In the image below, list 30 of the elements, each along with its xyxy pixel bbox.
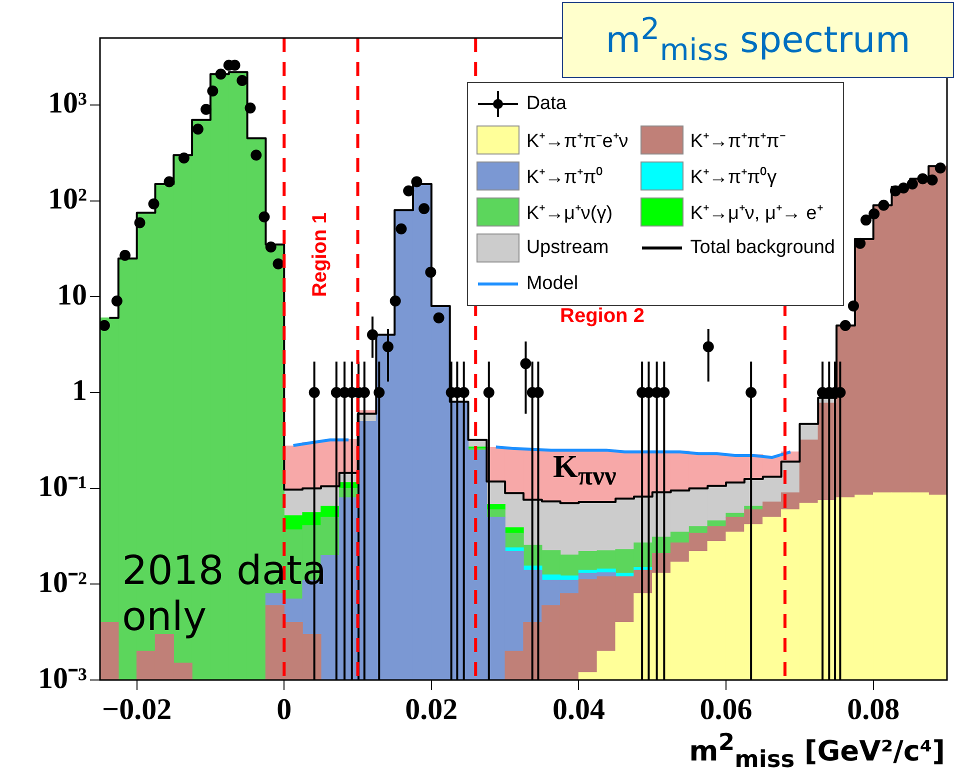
y-tick-label: 10⁻² (38, 566, 87, 599)
bar (100, 622, 119, 680)
legend-label: Total background (690, 237, 835, 259)
annotation: Region 1 (309, 212, 332, 297)
y-tick-label: 10² (48, 182, 87, 216)
x-tick-label: 0.04 (552, 692, 605, 726)
bar (504, 527, 524, 534)
y-tick-label: 10⁻³ (38, 662, 87, 695)
x-tick-label: 0 (276, 692, 292, 726)
legend-label: K⁺→μ⁺ν, μ⁺→ e⁺ (690, 202, 823, 225)
legend-label: Upstream (526, 237, 609, 259)
chart-title: m$^{2}$$_{miss}$ spectrum (606, 12, 910, 68)
annotation: Region 2 (560, 305, 644, 328)
legend-label: K⁺→π⁺π⁰ (526, 166, 604, 189)
x-tick-label: −0.02 (102, 692, 172, 726)
legend-label: K⁺→π⁺π⁰γ (690, 166, 777, 189)
x-tick-label: 0.02 (405, 692, 458, 726)
y-tick-label: 10 (57, 278, 87, 312)
x-tick-label: 0.06 (700, 692, 752, 726)
y-tick-label: 10⁻¹ (38, 470, 87, 504)
x-tick-label: 0.08 (847, 692, 900, 726)
legend-label: Data (526, 93, 566, 115)
legend-label: K⁺→π⁺π⁺π⁻ (690, 130, 786, 153)
legend-label: K⁺→μ⁺ν(γ) (526, 202, 613, 225)
y-tick-label: 1 (72, 374, 87, 408)
y-tick-label: 10³ (48, 86, 87, 120)
legend-label: K⁺→π⁺π⁻e⁺ν (526, 130, 628, 153)
annotation: K$_{πνν}$ (553, 448, 616, 492)
x-axis-title: m$^{2}$$_{miss}$ [GeV²/c⁴] (689, 728, 945, 773)
legend-label: Model (526, 273, 578, 295)
